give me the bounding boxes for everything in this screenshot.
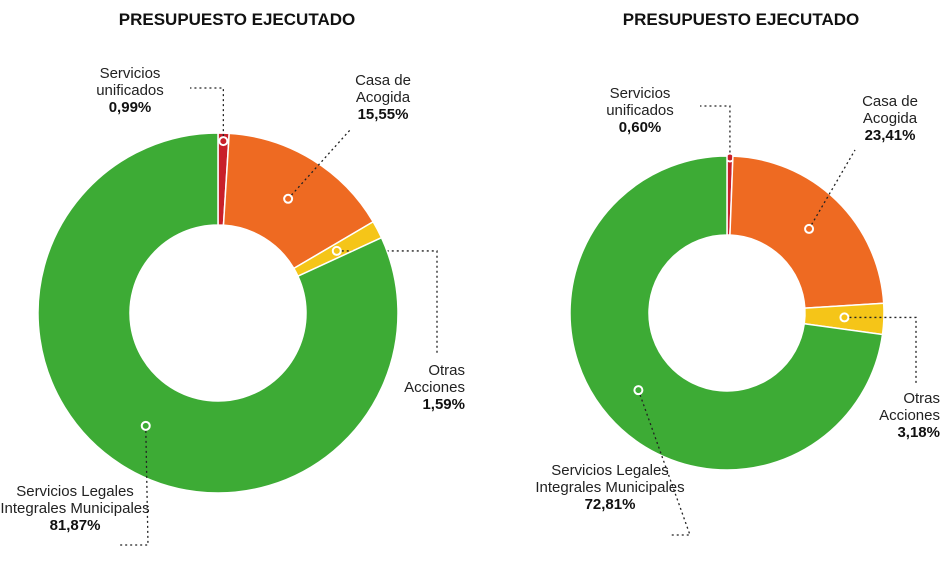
slice-label: Otras Acciones 3,18% (840, 390, 940, 441)
category-label: Otras Acciones (879, 390, 940, 424)
value-label: 1,59% (422, 396, 465, 413)
label-marker (218, 136, 229, 147)
slice-label: Servicios unificados 0,99% (70, 65, 190, 116)
chart-title: PRESUPUESTO EJECUTADO (622, 10, 860, 29)
category-label: Otras Acciones (404, 362, 465, 396)
label-marker (804, 223, 815, 234)
slice-label: Servicios Legales Integrales Municipales… (530, 462, 690, 513)
value-label: 3,18% (897, 424, 940, 441)
slice-label: Otras Acciones 1,59% (365, 362, 465, 413)
category-label: Casa de Acogida (355, 72, 411, 106)
category-label: Servicios Legales Integrales Municipales (0, 483, 150, 517)
leader-line (336, 250, 438, 355)
value-label: 0,99% (108, 99, 152, 116)
label-marker (140, 420, 151, 431)
value-label: 0,60% (618, 119, 662, 136)
value-label: 15,55% (357, 106, 409, 123)
label-marker (633, 385, 644, 396)
label-marker (331, 245, 342, 256)
slice-label: Casa de Acogida 15,55% (333, 72, 433, 123)
slice-label: Servicios Legales Integrales Municipales… (0, 483, 150, 534)
leader-line (287, 129, 351, 200)
category-label: Servicios unificados (96, 65, 164, 99)
leader-line (700, 105, 731, 158)
value-label: 23,41% (864, 127, 916, 144)
label-marker (283, 193, 294, 204)
chart-title: PRESUPUESTO EJECUTADO (118, 10, 356, 29)
leader-line (844, 316, 917, 385)
donut-segment (222, 132, 375, 270)
leader-line (808, 149, 856, 230)
value-label: 81,87% (49, 517, 101, 534)
donut-segment (569, 155, 884, 471)
category-label: Servicios Legales Integrales Municipales (535, 462, 685, 496)
label-marker (839, 312, 850, 323)
category-label: Casa de Acogida (862, 93, 918, 127)
value-label: 72,81% (584, 496, 636, 513)
leader-line (637, 389, 691, 536)
slice-label: Servicios unificados 0,60% (580, 85, 700, 136)
leader-line (190, 87, 224, 142)
slice-label: Casa de Acogida 23,41% (840, 93, 940, 144)
category-label: Servicios unificados (606, 85, 674, 119)
donut-segment (37, 132, 399, 494)
